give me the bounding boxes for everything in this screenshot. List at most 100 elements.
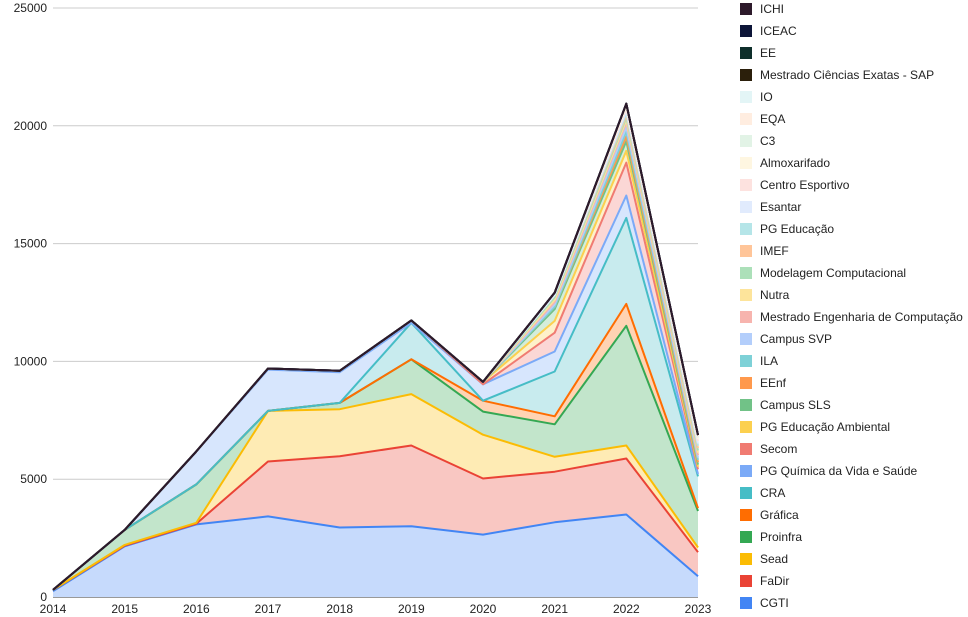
legend-swatch: [740, 355, 752, 367]
area-gr-fica: [53, 303, 698, 590]
legend-label: Proinfra: [760, 530, 803, 544]
legend-swatch: [740, 465, 752, 477]
x-tick-label: 2018: [326, 602, 353, 616]
y-tick-label: 5000: [20, 472, 47, 486]
legend-item[interactable]: Nutra: [740, 286, 789, 304]
legend-item[interactable]: PG Educação Ambiental: [740, 418, 890, 436]
legend-item[interactable]: Sead: [740, 550, 788, 568]
line-cra: [52, 216, 699, 591]
legend-item[interactable]: C3: [740, 132, 775, 150]
legend-label: ICHI: [760, 2, 784, 16]
legend-item[interactable]: CGTI: [740, 594, 789, 612]
legend-label: Esantar: [760, 200, 802, 214]
legend-label: Centro Esportivo: [760, 178, 850, 192]
legend-swatch: [740, 113, 752, 125]
legend-swatch: [740, 553, 752, 565]
area-cgti: [53, 514, 698, 597]
legend-swatch: [740, 531, 752, 543]
y-tick-label: 25000: [14, 1, 48, 15]
x-tick-label: 2023: [685, 602, 712, 616]
legend-swatch: [740, 267, 752, 279]
legend-item[interactable]: EEnf: [740, 374, 786, 392]
legend-swatch: [740, 399, 752, 411]
legend-swatch: [740, 509, 752, 521]
legend-swatch: [740, 333, 752, 345]
legend-swatch: [740, 201, 752, 213]
series-lines: [52, 102, 699, 592]
legend-label: FaDir: [760, 574, 790, 588]
legend-item[interactable]: EE: [740, 44, 776, 62]
legend-swatch: [740, 311, 752, 323]
legend-item[interactable]: Campus SLS: [740, 396, 831, 414]
legend-label: CGTI: [760, 596, 789, 610]
legend-item[interactable]: EQA: [740, 110, 785, 128]
legend-swatch: [740, 157, 752, 169]
legend-item[interactable]: Mestrado Engenharia de Computação: [740, 308, 963, 326]
y-tick-label: 15000: [14, 237, 48, 251]
x-tick-label: 2016: [183, 602, 210, 616]
legend-label: ILA: [760, 354, 779, 368]
legend-swatch: [740, 289, 752, 301]
legend-label: IO: [760, 90, 773, 104]
legend-item[interactable]: Modelagem Computacional: [740, 264, 906, 282]
legend-label: ICEAC: [760, 24, 797, 38]
legend-item[interactable]: Secom: [740, 440, 797, 458]
legend-label: CRA: [760, 486, 786, 500]
legend-label: EE: [760, 46, 777, 60]
x-tick-label: 2017: [255, 602, 282, 616]
legend-swatch: [740, 91, 752, 103]
x-tick-label: 2021: [541, 602, 568, 616]
legend-item[interactable]: Gráfica: [740, 506, 799, 524]
legend-swatch: [740, 443, 752, 455]
area-sead: [53, 394, 698, 590]
legend-label: Gráfica: [760, 508, 799, 522]
legend-item[interactable]: PG Educação: [740, 220, 834, 238]
legend-label: EEnf: [760, 376, 787, 390]
legend-item[interactable]: IO: [740, 88, 773, 106]
legend-item[interactable]: Almoxarifado: [740, 154, 830, 172]
legend-label: Almoxarifado: [760, 156, 831, 170]
legend-item[interactable]: ILA: [740, 352, 778, 370]
area-fadir: [53, 445, 698, 592]
legend-item[interactable]: IMEF: [740, 242, 789, 260]
legend-item[interactable]: FaDir: [740, 572, 789, 590]
legend-swatch: [740, 223, 752, 235]
x-tick-label: 2015: [111, 602, 138, 616]
legend-label: Campus SLS: [760, 398, 831, 412]
legend-item[interactable]: Centro Esportivo: [740, 176, 849, 194]
area-secom: [53, 162, 698, 590]
legend-label: Modelagem Computacional: [760, 266, 907, 280]
y-tick-label: 0: [40, 590, 47, 604]
y-tick-label: 10000: [14, 354, 48, 368]
legend-item[interactable]: Proinfra: [740, 528, 802, 546]
x-axis: 2014 2015 2016 2017 2018 2019 2020 2021 2022 2023: [40, 602, 712, 616]
legend-label: PG Química da Vida e Saúde: [760, 464, 918, 478]
legend-label: Nutra: [760, 288, 790, 302]
legend-swatch: [740, 47, 752, 59]
legend-swatch: [740, 3, 752, 15]
legend-label: Mestrado Ciências Exatas - SAP: [760, 68, 935, 82]
legend-label: PG Educação: [760, 222, 835, 236]
legend-item[interactable]: CRA: [740, 484, 785, 502]
legend-item[interactable]: ICEAC: [740, 22, 797, 40]
legend-item[interactable]: Mestrado Ciências Exatas - SAP: [740, 66, 934, 84]
legend-swatch: [740, 597, 752, 609]
legend-item[interactable]: ICHI: [740, 0, 784, 18]
legend-swatch: [740, 69, 752, 81]
legend-label: EQA: [760, 112, 786, 126]
legend-label: Secom: [760, 442, 798, 456]
legend-label: Mestrado Engenharia de Computação: [760, 310, 963, 324]
area-proinfra: [53, 325, 698, 590]
x-tick-label: 2020: [470, 602, 497, 616]
legend-swatch: [740, 179, 752, 191]
legend-swatch: [740, 487, 752, 499]
area-cra: [53, 217, 698, 590]
y-axis: 0 5000 10000 15000 20000 25000: [14, 1, 48, 604]
series-areas: [53, 103, 698, 597]
legend-swatch: [740, 421, 752, 433]
x-tick-label: 2014: [40, 602, 67, 616]
legend-item[interactable]: Esantar: [740, 198, 801, 216]
legend-item[interactable]: Campus SVP: [740, 330, 832, 348]
legend-label: C3: [760, 134, 776, 148]
legend-item[interactable]: PG Química da Vida e Saúde: [740, 462, 917, 480]
